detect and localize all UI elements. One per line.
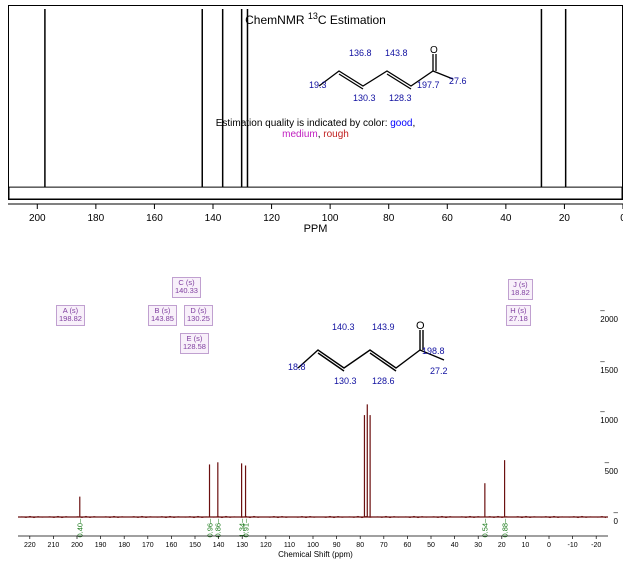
bottom-spectrum-panel: A (s)198.82 C (s)140.33 B (s)143.85 D (s)13… — [8, 275, 623, 560]
bottom-axis-label: Chemical Shift (ppm) — [278, 550, 353, 559]
svg-text:180: 180 — [88, 213, 105, 224]
quality-note: Estimation quality is indicated by color… — [216, 118, 416, 140]
peak-box: B (s)143.85 — [148, 305, 178, 326]
title-suffix: C Estimation — [318, 13, 386, 27]
y-tick: –0 — [614, 508, 618, 526]
quality-rough: rough — [323, 129, 349, 140]
svg-text:27.2: 27.2 — [430, 366, 448, 376]
svg-text:30: 30 — [474, 542, 482, 549]
svg-text:40: 40 — [451, 542, 459, 549]
svg-text:20: 20 — [498, 542, 506, 549]
svg-text:19.3: 19.3 — [309, 80, 327, 90]
svg-text:60: 60 — [404, 542, 412, 549]
svg-text:120: 120 — [260, 542, 272, 549]
quality-medium: medium — [282, 129, 318, 140]
molecule-bottom: O 140.3 143.9 18.8 130.3 128.6 198.8 27.2 — [288, 320, 488, 390]
svg-text:143.8: 143.8 — [385, 48, 408, 58]
bottom-spectrum-svg — [18, 395, 608, 525]
top-spectrum-frame: ChemNMR 13C Estimation O 136.8 143.8 19.3 1… — [8, 5, 623, 200]
svg-text:190: 190 — [95, 542, 107, 549]
svg-text:-20: -20 — [591, 542, 601, 549]
peak-box: E (s)128.58 — [180, 333, 210, 354]
svg-text:128.6: 128.6 — [372, 376, 395, 386]
svg-text:140: 140 — [205, 213, 222, 224]
svg-text:60: 60 — [442, 213, 454, 224]
svg-text:120: 120 — [263, 213, 280, 224]
svg-text:160: 160 — [166, 542, 178, 549]
svg-text:0: 0 — [620, 213, 623, 224]
svg-text:180: 180 — [118, 542, 130, 549]
svg-text:150: 150 — [189, 542, 201, 549]
svg-text:130.3: 130.3 — [334, 376, 357, 386]
svg-text:143.9: 143.9 — [372, 322, 395, 332]
svg-text:130.3: 130.3 — [353, 93, 376, 103]
svg-text:50: 50 — [427, 542, 435, 549]
svg-text:18.8: 18.8 — [288, 362, 306, 372]
peak-box: J (s)18.82 — [508, 279, 534, 300]
svg-text:136.8: 136.8 — [349, 48, 372, 58]
quality-text: Estimation quality is indicated by color… — [216, 118, 391, 129]
svg-text:128.3: 128.3 — [389, 93, 412, 103]
svg-text:140: 140 — [213, 542, 225, 549]
svg-text:10: 10 — [522, 542, 530, 549]
svg-text:O: O — [430, 46, 438, 56]
molecule-top: O 136.8 143.8 19.3 130.3 128.3 197.7 27.6 — [309, 46, 509, 106]
peak-box: H (s)27.18 — [506, 305, 532, 326]
svg-text:160: 160 — [146, 213, 163, 224]
svg-text:110: 110 — [284, 542, 295, 549]
title-super: 13 — [308, 11, 318, 21]
y-tick: –1500 — [600, 357, 618, 375]
peak-box: C (s)140.33 — [172, 277, 202, 298]
peak-box: A (s)198.82 — [56, 305, 86, 326]
svg-text:197.7: 197.7 — [417, 80, 440, 90]
svg-text:-10: -10 — [568, 542, 578, 549]
top-spectrum-panel: ChemNMR 13C Estimation O 136.8 143.8 19.3 1… — [8, 5, 623, 245]
top-title: ChemNMR 13C Estimation — [245, 11, 386, 27]
svg-text:90: 90 — [333, 542, 341, 549]
svg-text:170: 170 — [142, 542, 154, 549]
svg-text:210: 210 — [48, 542, 60, 549]
svg-text:130: 130 — [236, 542, 248, 549]
svg-text:100: 100 — [307, 542, 319, 549]
quality-good: good — [390, 118, 412, 129]
svg-text:220: 220 — [24, 542, 36, 549]
svg-text:70: 70 — [380, 542, 388, 549]
top-axis-label: PPM — [304, 223, 328, 235]
title-prefix: ChemNMR — [245, 13, 308, 27]
svg-text:80: 80 — [356, 542, 364, 549]
svg-text:200: 200 — [71, 542, 83, 549]
svg-text:O: O — [416, 320, 425, 332]
svg-text:20: 20 — [559, 213, 571, 224]
peak-box: D (s)130.25 — [184, 305, 214, 326]
svg-text:140.3: 140.3 — [332, 322, 355, 332]
y-tick: –2000 — [600, 306, 618, 324]
svg-text:40: 40 — [500, 213, 512, 224]
svg-text:198.8: 198.8 — [422, 346, 445, 356]
svg-text:0: 0 — [547, 542, 551, 549]
svg-text:200: 200 — [29, 213, 46, 224]
svg-text:27.6: 27.6 — [449, 76, 467, 86]
svg-text:80: 80 — [383, 213, 395, 224]
